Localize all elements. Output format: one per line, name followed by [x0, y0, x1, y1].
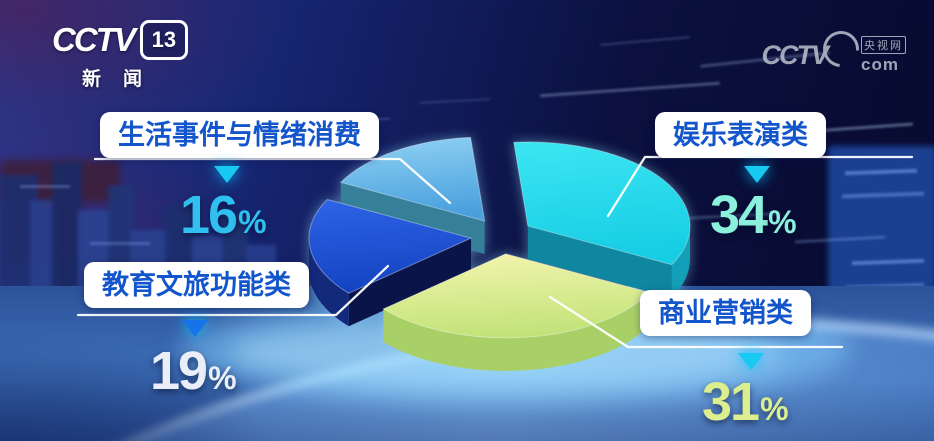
value-number: 34	[710, 185, 768, 245]
label-commercial: 商业营销类	[640, 290, 811, 336]
leader-line-life-consumption	[93, 157, 452, 205]
value-number: 16	[180, 185, 238, 245]
arrow-down-icon	[738, 353, 764, 370]
cctv-com-watermark: CCTV 央视网 com	[761, 23, 906, 75]
label-entertainment: 娱乐表演类	[655, 112, 826, 158]
percent-sign: %	[768, 204, 797, 240]
label-education: 教育文旅功能类	[84, 262, 309, 308]
leader-line-entertainment	[606, 155, 914, 218]
leader-line-education	[76, 264, 390, 317]
watermark-site-name: 央视网	[861, 36, 906, 54]
value-life-consumption: 16%	[180, 184, 267, 246]
percent-sign: %	[208, 360, 237, 396]
watermark-brand: CCTV	[761, 40, 829, 70]
value-commercial: 31%	[702, 371, 789, 433]
label-life-consumption: 生活事件与情绪消费	[100, 112, 379, 158]
channel-bug: CCTV 13 新闻	[52, 20, 188, 91]
value-education: 19%	[150, 340, 237, 402]
pie-slice-0	[513, 141, 691, 298]
value-number: 31	[702, 372, 760, 432]
leader-line-commercial	[548, 295, 844, 349]
pie-slice-2	[308, 198, 473, 327]
channel-name: 新闻	[82, 69, 165, 90]
value-number: 19	[150, 341, 208, 401]
watermark-domain: com	[861, 55, 899, 74]
percent-sign: %	[760, 391, 789, 427]
channel-number-badge: 13	[139, 20, 188, 60]
percent-sign: %	[238, 204, 267, 240]
arrow-down-icon	[214, 166, 240, 183]
cctv-logo: CCTV	[52, 21, 136, 58]
arrow-down-icon	[744, 166, 770, 183]
arrow-down-icon	[182, 320, 208, 337]
value-entertainment: 34%	[710, 184, 797, 246]
